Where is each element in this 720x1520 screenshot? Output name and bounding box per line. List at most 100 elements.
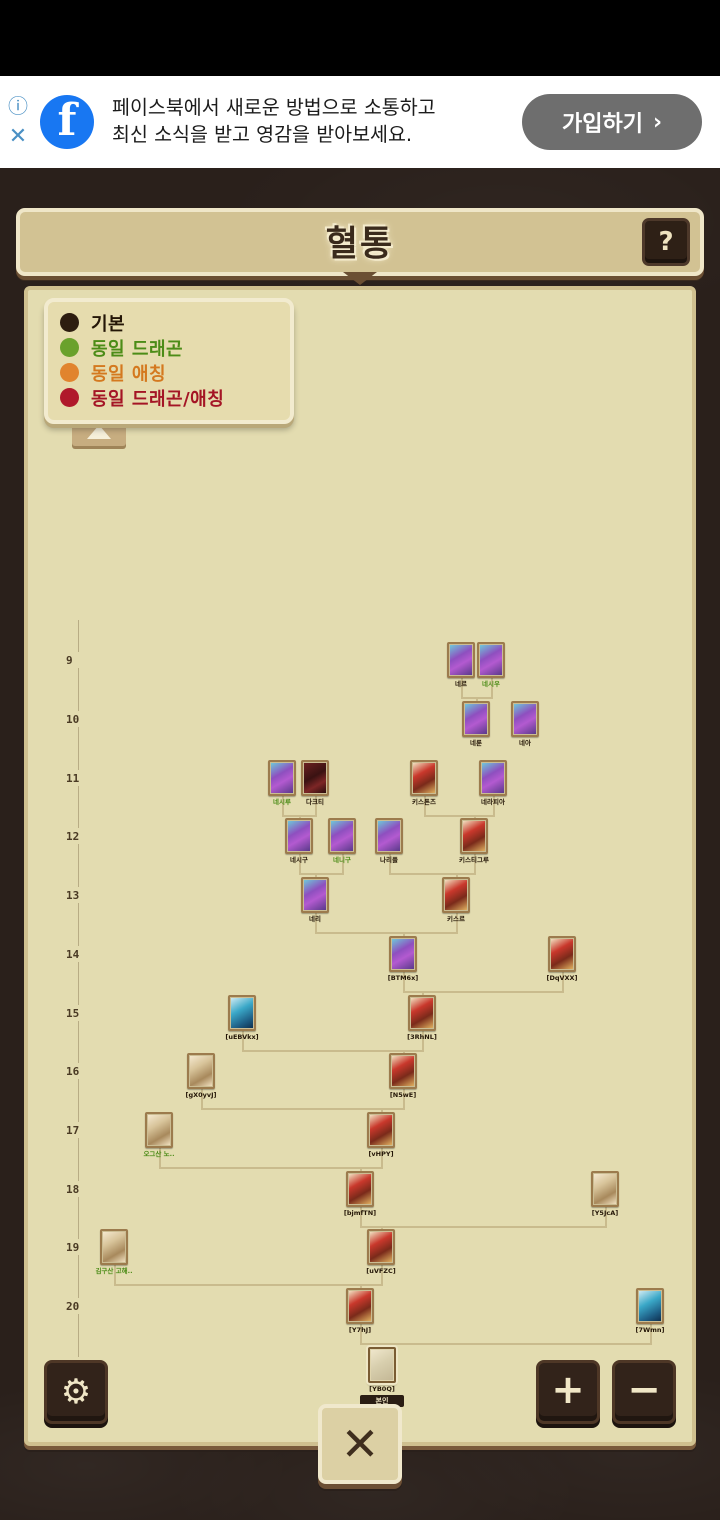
node-portrait[interactable]	[408, 995, 436, 1031]
node-portrait[interactable]	[410, 760, 438, 796]
node-portrait[interactable]	[100, 1229, 128, 1265]
dragon-icon	[103, 1232, 125, 1262]
generation-tick-9: 9	[66, 654, 73, 667]
dragon-icon	[594, 1174, 616, 1204]
dragon-icon	[370, 1232, 392, 1262]
legend-item-3: 동일 드래곤/애칭	[60, 385, 278, 410]
node-portrait[interactable]	[145, 1112, 173, 1148]
generation-axis-segment	[78, 1255, 79, 1298]
node-portrait[interactable]	[346, 1171, 374, 1207]
generation-tick-11: 11	[66, 772, 80, 785]
edge-bar-8	[201, 1108, 405, 1110]
dragon-icon	[304, 763, 326, 793]
generation-axis-segment	[78, 1314, 79, 1357]
edge-drop-b-6	[562, 972, 564, 991]
generation-tick-13: 13	[66, 889, 80, 902]
node-portrait[interactable]	[285, 818, 313, 854]
ad-text-line2: 최신 소식을 받고 영감을 받아보세요.	[112, 123, 413, 146]
legend-item-label: 동일 드래곤	[91, 338, 184, 360]
ad-cta-button[interactable]: 가입하기 ›	[522, 94, 702, 150]
edge-drop-b-4	[474, 854, 476, 873]
dragon-icon	[463, 821, 485, 851]
node-portrait[interactable]	[346, 1288, 374, 1324]
tree-canvas[interactable]: 9101112131415161718192021 네르네시우네룬네아네시루다크…	[28, 290, 692, 1442]
node-portrait[interactable]	[228, 995, 256, 1031]
dragon-icon	[551, 939, 573, 969]
dragon-icon	[482, 763, 504, 793]
generation-axis-segment	[78, 962, 79, 1005]
edge-drop-b-10	[605, 1207, 607, 1226]
node-portrait[interactable]	[268, 760, 296, 796]
dragon-icon	[392, 1056, 414, 1086]
ad-close-icon[interactable]: ✕	[8, 124, 28, 149]
edge-drop-a-6	[403, 972, 405, 991]
generation-tick-19: 19	[66, 1241, 80, 1254]
node-label: 네시우	[482, 680, 500, 688]
node-label: [vHPY]	[368, 1150, 394, 1158]
node-label: 다크티	[306, 798, 324, 806]
node-portrait[interactable]	[442, 877, 470, 913]
node-portrait[interactable]	[367, 1229, 395, 1265]
legend-dot-icon	[60, 363, 79, 382]
node-label: 네시구	[290, 856, 308, 864]
node-label: [N5wE]	[389, 1091, 417, 1099]
ad-banner[interactable]: ⓘ ✕ 페이스북에서 새로운 방법으로 소통하고 최신 소식을 받고 영감을 받…	[0, 76, 720, 168]
node-portrait[interactable]	[375, 818, 403, 854]
dragon-icon	[304, 880, 326, 910]
bloodline-panel[interactable]: 9101112131415161718192021 네르네시우네룬네아네시루다크…	[24, 286, 696, 1446]
edge-drop-b-11	[381, 1265, 383, 1284]
node-portrait[interactable]	[479, 760, 507, 796]
legend-dot-icon	[60, 313, 79, 332]
title-bar: 혈통 ?	[16, 208, 704, 285]
node-portrait[interactable]	[636, 1288, 664, 1324]
node-label: 김구산 고해..	[95, 1267, 133, 1275]
node-label: 네룬	[470, 739, 482, 747]
legend-panel: 기본 동일 드래곤 동일 애칭 동일 드래곤/애칭	[44, 298, 294, 424]
settings-button[interactable]: ⚙	[44, 1360, 108, 1424]
dragon-icon	[411, 998, 433, 1028]
node-portrait[interactable]	[548, 936, 576, 972]
zoom-out-button[interactable]: −	[612, 1360, 676, 1424]
facebook-icon	[40, 95, 94, 149]
node-portrait[interactable]	[591, 1171, 619, 1207]
node-portrait[interactable]	[301, 760, 329, 796]
node-portrait[interactable]	[187, 1053, 215, 1089]
ad-text: 페이스북에서 새로운 방법으로 소통하고 최신 소식을 받고 영감을 받아보세요…	[94, 95, 522, 148]
node-portrait[interactable]	[328, 818, 356, 854]
edge-drop-a-7	[242, 1031, 244, 1050]
zoom-in-button[interactable]: +	[536, 1360, 600, 1424]
dragon-icon	[371, 1350, 393, 1380]
help-button[interactable]: ?	[642, 218, 690, 266]
node-portrait[interactable]	[511, 701, 539, 737]
collapse-up-icon	[87, 425, 111, 439]
node-label: [Y5JcA]	[591, 1209, 619, 1217]
node-portrait[interactable]	[368, 1347, 396, 1383]
node-portrait[interactable]	[462, 701, 490, 737]
edge-drop-a-11	[114, 1265, 116, 1284]
dragon-icon	[370, 1115, 392, 1145]
edge-drop-a-4	[389, 854, 391, 873]
generation-axis-segment	[78, 786, 79, 828]
node-portrait[interactable]	[389, 936, 417, 972]
node-portrait[interactable]	[447, 642, 475, 678]
node-label: 네아	[519, 739, 531, 747]
ad-info-icon[interactable]: ⓘ	[8, 94, 28, 118]
status-bar	[0, 0, 720, 76]
dragon-icon	[271, 763, 293, 793]
node-label: 네르	[455, 680, 467, 688]
node-portrait[interactable]	[367, 1112, 395, 1148]
page-title: 혈통	[325, 224, 395, 265]
close-button[interactable]: ✕	[318, 1404, 402, 1484]
edge-bar-5	[315, 932, 458, 934]
node-portrait[interactable]	[389, 1053, 417, 1089]
node-portrait[interactable]	[460, 818, 488, 854]
node-portrait[interactable]	[301, 877, 329, 913]
dragon-icon	[331, 821, 353, 851]
generation-axis-segment	[78, 1197, 79, 1239]
edge-bar-7	[242, 1050, 424, 1052]
node-label: [3RhNL]	[407, 1033, 437, 1041]
node-label: 오그산 노..	[143, 1150, 175, 1158]
node-portrait[interactable]	[477, 642, 505, 678]
node-label: [Y7hJ]	[348, 1326, 372, 1334]
dragon-icon	[465, 704, 487, 734]
